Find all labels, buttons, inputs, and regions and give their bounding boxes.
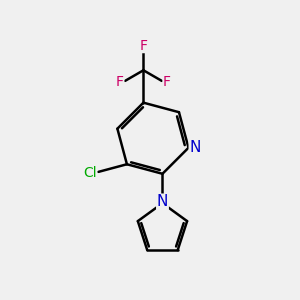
Text: F: F — [163, 75, 171, 89]
Text: Cl: Cl — [83, 166, 97, 180]
Text: F: F — [140, 38, 147, 52]
Text: N: N — [157, 194, 168, 209]
Text: N: N — [189, 140, 201, 155]
Text: F: F — [116, 75, 124, 89]
